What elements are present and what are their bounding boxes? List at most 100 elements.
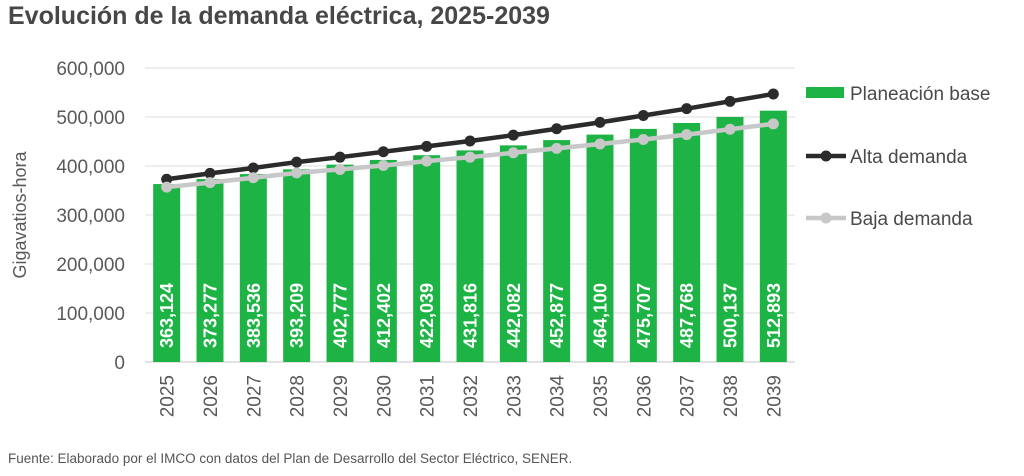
data-point	[551, 142, 563, 154]
data-point	[204, 177, 216, 189]
data-point	[681, 129, 693, 141]
legend-swatch	[806, 87, 844, 98]
bar-data-label: 475,707	[634, 283, 654, 348]
x-tick-label: 2031	[418, 375, 439, 417]
bar	[456, 150, 484, 362]
bar-data-label: 393,209	[287, 283, 307, 348]
legend-item-baja-demanda: Baja demanda	[806, 209, 973, 230]
data-point	[334, 151, 346, 163]
lines	[161, 88, 779, 193]
legend-label: Alta demanda	[850, 147, 968, 168]
source-note: Fuente: Elaborado por el IMCO con datos …	[8, 451, 573, 466]
bar	[543, 140, 571, 362]
bar	[283, 169, 311, 362]
data-point	[377, 146, 389, 158]
x-tick-label: 2033	[504, 375, 525, 417]
bar-data-label: 402,777	[331, 283, 351, 348]
y-tick-label: 500,000	[56, 108, 125, 129]
x-axis-ticks: 2025 2026 2027 2028 2029 2030 2031 2032 2033 2034…	[158, 375, 786, 418]
data-point	[594, 116, 606, 128]
x-tick-label: 2025	[158, 375, 179, 417]
legend-item-planeacion-base: Planeación base	[806, 84, 991, 105]
bar	[196, 179, 224, 362]
data-point	[551, 123, 563, 135]
line-series-baja-demanda	[161, 118, 779, 193]
x-tick-label: 2027	[244, 375, 265, 417]
legend-label: Planeación base	[850, 84, 991, 105]
bar	[759, 110, 787, 362]
x-tick-label: 2036	[634, 375, 655, 417]
x-tick-label: 2039	[764, 375, 785, 417]
data-point	[507, 147, 519, 159]
x-tick-label: 2034	[548, 375, 569, 418]
legend-marker	[820, 150, 832, 162]
bar-data-label: 500,137	[721, 283, 741, 348]
data-point	[247, 172, 259, 184]
legend: Planeación base Alta demanda Baja demanda	[806, 84, 991, 230]
bar-data-labels: 363,124 373,277 383,536 393,209 402,777 412,4…	[157, 283, 784, 348]
bar	[369, 159, 397, 362]
bars-planeacion-base	[153, 110, 787, 363]
bar-data-label: 373,277	[201, 283, 221, 348]
x-tick-label: 2032	[461, 375, 482, 417]
data-point	[464, 151, 476, 163]
bar	[153, 184, 181, 362]
bar	[629, 128, 657, 362]
y-tick-label: 600,000	[56, 59, 125, 80]
data-point	[161, 181, 173, 193]
bar-data-label: 464,100	[591, 283, 611, 348]
bar-data-label: 412,402	[374, 283, 394, 348]
data-point	[377, 160, 389, 172]
data-point	[724, 123, 736, 135]
x-tick-label: 2030	[374, 375, 395, 417]
bar-data-label: 422,039	[417, 283, 437, 348]
y-tick-label: 0	[114, 353, 125, 374]
bar-data-label: 452,877	[547, 283, 567, 348]
data-point	[637, 134, 649, 146]
legend-item-alta-demanda: Alta demanda	[806, 147, 968, 168]
y-axis-label: Gigavatios-hora	[10, 150, 30, 278]
bar	[326, 164, 354, 362]
y-tick-label: 400,000	[56, 157, 125, 178]
x-tick-label: 2038	[721, 375, 742, 417]
x-tick-label: 2028	[288, 375, 309, 417]
line-series-alta-demanda	[161, 88, 779, 185]
bar	[413, 155, 441, 362]
y-tick-label: 200,000	[56, 255, 125, 276]
bar-data-label: 442,082	[504, 283, 524, 348]
data-point	[594, 138, 606, 150]
x-tick-label: 2026	[201, 375, 222, 417]
y-tick-label: 100,000	[56, 304, 125, 325]
data-point	[204, 167, 216, 179]
bar-data-label: 487,768	[677, 283, 697, 348]
bar-data-label: 383,536	[244, 283, 264, 348]
bar	[716, 116, 744, 363]
data-point	[291, 167, 303, 179]
bar	[586, 134, 614, 362]
x-tick-label: 2035	[591, 375, 612, 417]
bar	[239, 174, 267, 362]
bar	[499, 145, 527, 362]
bar-data-label: 363,124	[157, 283, 177, 348]
data-point	[767, 88, 779, 100]
chart-title: Evolución de la demanda eléctrica, 2025-…	[8, 2, 550, 30]
legend-label: Baja demanda	[850, 209, 973, 230]
data-point	[681, 103, 693, 115]
y-tick-label: 300,000	[56, 206, 125, 227]
data-point	[464, 135, 476, 147]
data-point	[421, 155, 433, 167]
bar-data-label: 512,893	[764, 283, 784, 348]
x-tick-label: 2029	[331, 375, 352, 417]
data-point	[334, 163, 346, 175]
y-axis-ticks: 0 100,000 200,000 300,000 400,000 500,000 600,…	[56, 59, 125, 374]
legend-marker	[820, 212, 832, 224]
data-point	[421, 140, 433, 152]
data-point	[247, 162, 259, 174]
bar-data-label: 431,816	[461, 283, 481, 348]
data-point	[637, 110, 649, 122]
data-point	[507, 129, 519, 141]
x-tick-label: 2037	[678, 375, 699, 417]
data-point	[291, 156, 303, 168]
bar	[673, 122, 701, 362]
